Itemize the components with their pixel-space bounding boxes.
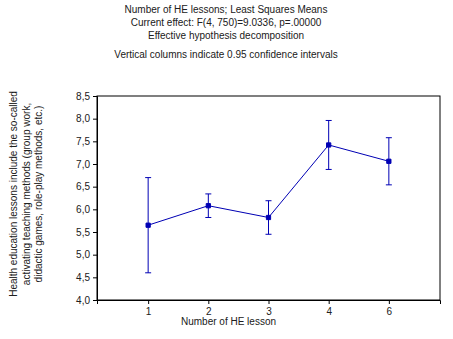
y-tick-label: 8,0	[76, 113, 90, 124]
y-tick-mark	[93, 277, 97, 278]
title: Number of HE lessons; Least Squares Mean…	[125, 4, 328, 15]
y-tick-label: 5,0	[76, 249, 90, 260]
y-tick-label: 6,0	[76, 204, 90, 215]
y-tick-label: 6,5	[76, 181, 90, 192]
y-tick: 8,5	[76, 91, 97, 102]
x-tick-mark	[208, 300, 209, 304]
data-point	[266, 215, 270, 219]
y-tick-mark	[93, 300, 97, 301]
data-point	[387, 159, 391, 163]
y-tick-mark	[93, 187, 97, 188]
data-point	[206, 204, 210, 208]
data-point	[146, 223, 150, 227]
y-tick-label: 5,5	[76, 227, 90, 238]
y-tick-label: 4,5	[76, 272, 90, 283]
x-tick: 6	[387, 300, 393, 317]
y-tick-mark	[93, 164, 97, 165]
y-tick-mark	[93, 209, 97, 210]
x-tick: 1	[146, 300, 152, 317]
x-tick-label: 1	[146, 306, 152, 317]
x-tick-mark	[329, 300, 330, 304]
plot-area	[145, 120, 392, 272]
y-tick: 6,5	[76, 181, 97, 192]
error-bar-cap	[205, 193, 211, 194]
x-tick-mark	[269, 300, 270, 304]
error-bar-cap	[266, 234, 272, 235]
error-bar-cap	[386, 184, 392, 185]
y-tick-mark	[93, 232, 97, 233]
y-tick-mark	[93, 119, 97, 120]
error-bar-cap	[266, 200, 272, 201]
error-bar	[266, 201, 272, 235]
y-tick: 6,0	[76, 204, 97, 215]
x-tick: 3	[266, 300, 272, 317]
y-tick-mark	[93, 141, 97, 142]
error-bar	[386, 138, 392, 185]
error-bar-cap	[145, 272, 151, 273]
x-tick: 2	[206, 300, 212, 317]
y-axis-title: activating teaching methods (group work,	[21, 103, 32, 285]
error-bar-cap	[326, 120, 332, 121]
series-line	[148, 145, 389, 225]
error-bar-cap	[386, 137, 392, 138]
error-bar	[145, 178, 151, 273]
plot-frame	[97, 96, 440, 300]
y-axis-title: Health education lessons include the so-…	[8, 91, 19, 297]
chart: Number of HE lessons; Least Squares Mean…	[0, 0, 453, 339]
y-tick-mark	[93, 96, 97, 97]
error-bar-cap	[326, 169, 332, 170]
y-axis: 4,0 4,5 5,0 5,5 6,0 6,5 7,0 7,5 8,0 8,5	[76, 91, 97, 306]
y-tick: 7,0	[76, 159, 97, 170]
y-tick: 8,0	[76, 113, 97, 124]
data-point	[327, 143, 331, 147]
x-axis: 1 2 3 4 6	[98, 300, 441, 317]
x-tick-label: 6	[387, 306, 393, 317]
x-tick-mark	[148, 300, 149, 304]
y-tick-label: 8,5	[76, 91, 90, 102]
y-tick-mark	[93, 255, 97, 256]
y-tick-label: 7,5	[76, 136, 90, 147]
error-bar-cap	[205, 217, 211, 218]
y-tick: 4,5	[76, 272, 97, 283]
y-tick: 4,0	[76, 295, 97, 306]
x-tick-label: 4	[326, 306, 332, 317]
subtitle: Vertical columns indicate 0.95 confidenc…	[114, 49, 337, 60]
y-axis-title: didactic games, role-play methods, etc.)	[33, 106, 44, 283]
x-axis-title: Number of HE lesson	[181, 316, 276, 327]
x-axis-line	[98, 301, 441, 305]
y-tick: 5,0	[76, 249, 97, 260]
error-bar	[205, 194, 211, 218]
y-tick-label: 7,0	[76, 159, 90, 170]
x-tick-mark	[389, 300, 390, 304]
x-tick: 4	[326, 300, 332, 317]
subtitle: Current effect: F(4, 750)=9.0336, p=.000…	[131, 17, 322, 28]
error-bar	[326, 120, 332, 169]
y-tick-label: 4,0	[76, 295, 90, 306]
y-tick: 5,5	[76, 227, 97, 238]
error-bar-cap	[145, 177, 151, 178]
y-axis-line	[93, 97, 98, 301]
y-tick: 7,5	[76, 136, 97, 147]
subtitle: Effective hypothesis decomposition	[148, 30, 304, 41]
